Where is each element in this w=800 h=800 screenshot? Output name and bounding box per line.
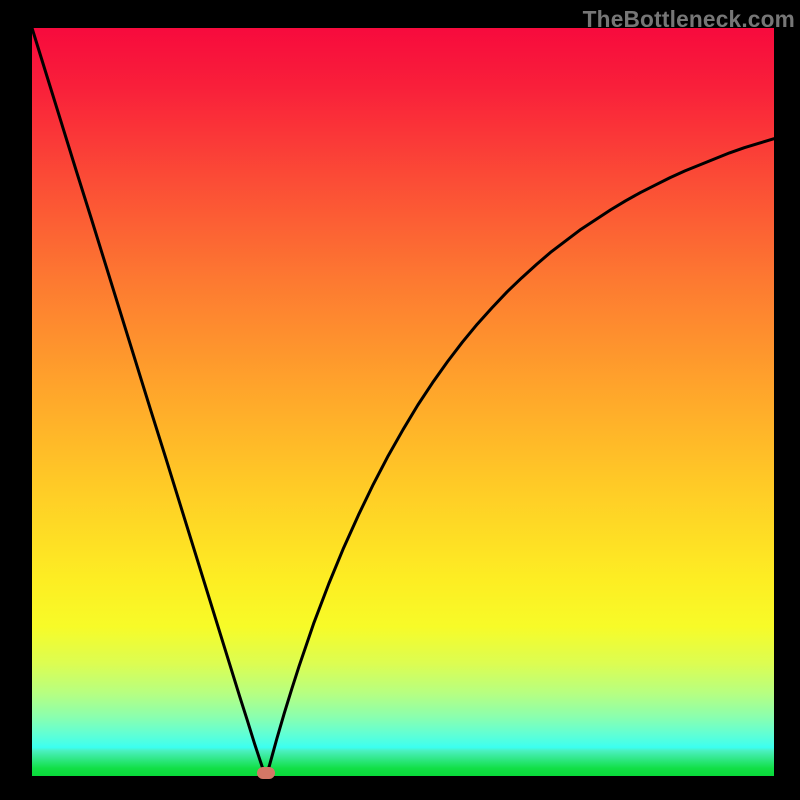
min-marker [257, 767, 275, 779]
plot-area [32, 28, 774, 776]
chart-stage: TheBottleneck.com [0, 0, 800, 800]
watermark-text: TheBottleneck.com [583, 6, 795, 33]
